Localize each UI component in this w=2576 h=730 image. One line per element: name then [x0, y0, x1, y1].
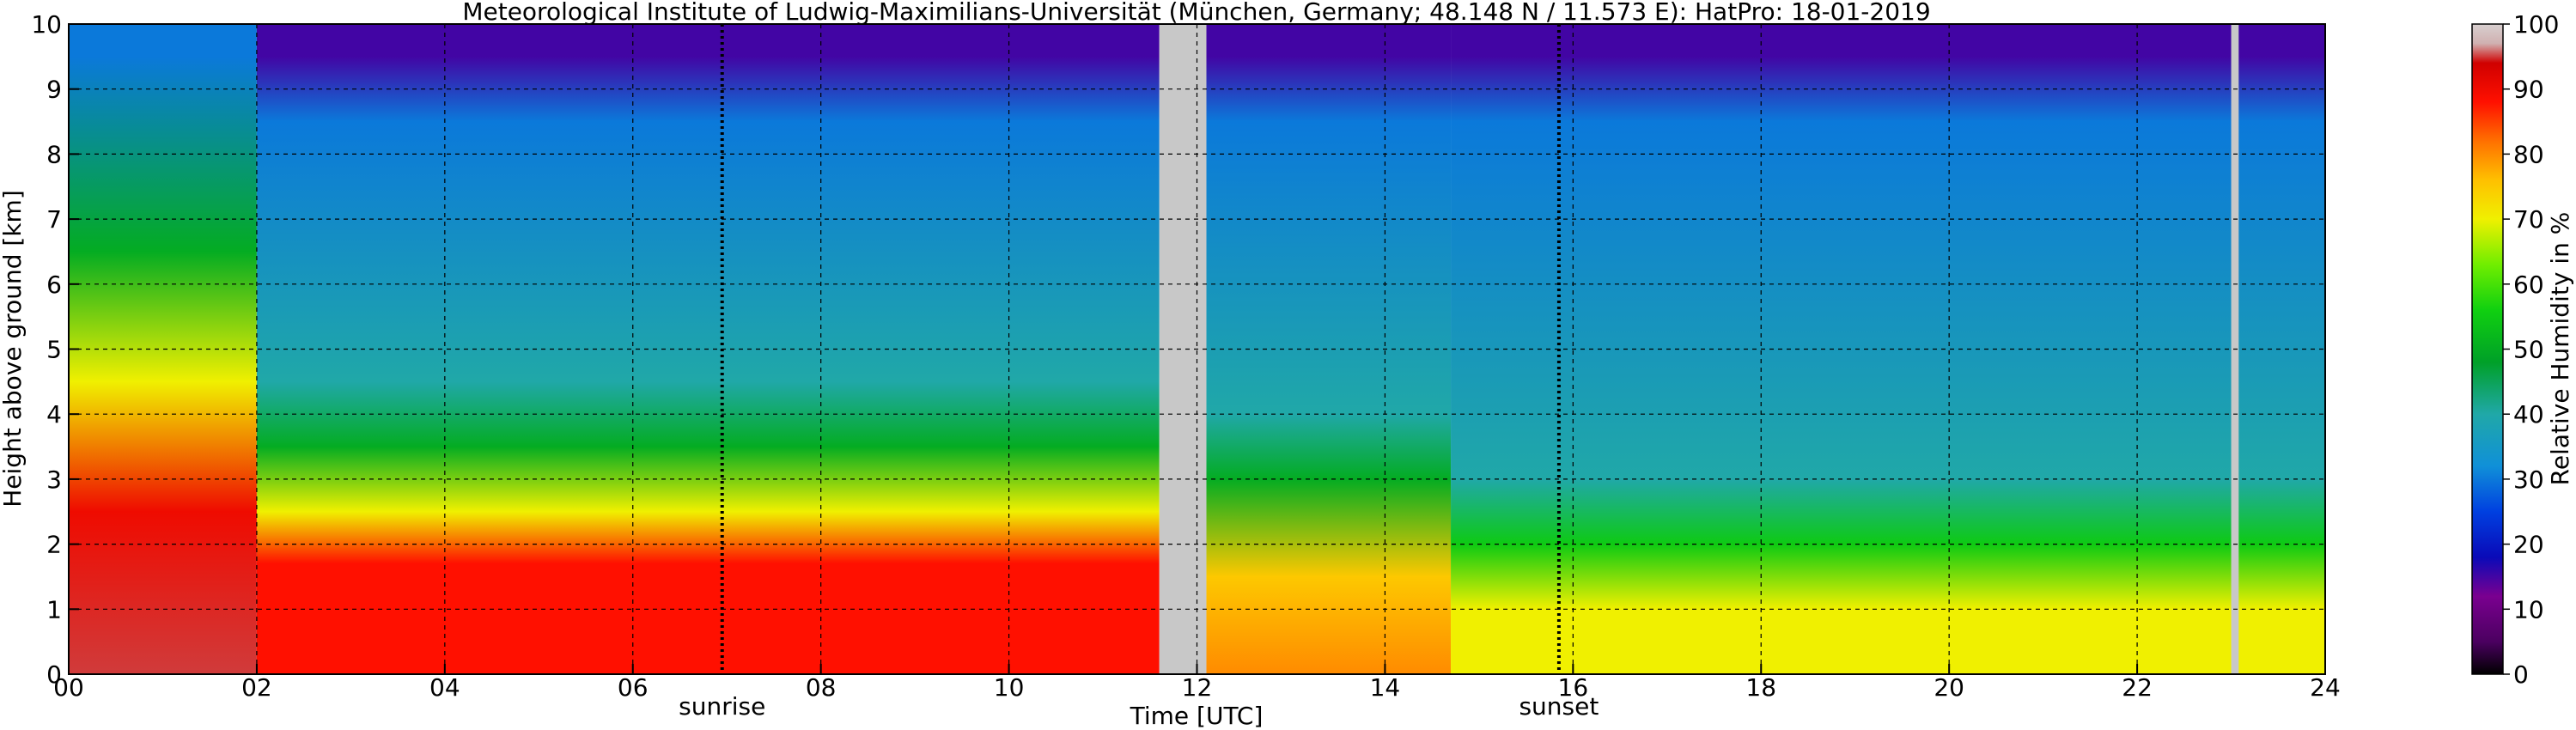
- colorbar-tick-label: 0: [2513, 660, 2529, 689]
- colorbar-tick-label: 80: [2513, 140, 2544, 168]
- colorbar-tick-label: 90: [2513, 76, 2544, 104]
- y-tick-label: 3: [46, 465, 62, 494]
- y-tick-label: 8: [46, 140, 62, 168]
- y-tick-label: 7: [46, 205, 62, 234]
- x-tick-label: 02: [241, 673, 272, 702]
- x-tick-label: 00: [53, 673, 84, 702]
- y-tick-label: 9: [46, 76, 62, 104]
- x-tick-label: 14: [1370, 673, 1401, 702]
- y-tick-label: 4: [46, 400, 62, 429]
- y-axis-label: Height above ground [km]: [0, 190, 27, 508]
- colorbar-ticks: 0 10 20 30 40 50 60 70 80 90 100: [2503, 10, 2559, 689]
- x-axis-label: Time [UTC]: [1130, 702, 1264, 730]
- colorbar-tick-label: 20: [2513, 531, 2544, 559]
- colorbar-tick-label: 100: [2513, 10, 2559, 39]
- sun-event-lines: [720, 24, 1561, 674]
- colorbar-tick-label: 40: [2513, 400, 2544, 429]
- x-tick-label: 24: [2310, 673, 2341, 702]
- colorbar: [2471, 23, 2504, 675]
- sunrise-label: sunrise: [679, 692, 765, 721]
- x-tick-label: 22: [2122, 673, 2153, 702]
- grid-lines: [69, 24, 2325, 674]
- x-tick-label: 20: [1934, 673, 1964, 702]
- y-tick-label: 1: [46, 595, 62, 624]
- colorbar-label: Relative Humidity in %: [2546, 212, 2574, 486]
- y-tick-label: 10: [31, 10, 62, 39]
- x-tick-label: 06: [618, 673, 649, 702]
- colorbar-tick-label: 50: [2513, 336, 2544, 364]
- colorbar-tick-label: 70: [2513, 205, 2544, 234]
- y-tick-label: 5: [46, 336, 62, 364]
- rh-profile-segment: [1206, 24, 1452, 674]
- colorbar-tick-label: 60: [2513, 271, 2544, 299]
- x-tick-label: 16: [1558, 673, 1589, 702]
- rh-profile-segment: [1451, 24, 2325, 674]
- y-tick-label: 0: [46, 660, 62, 689]
- x-tick-label: 04: [429, 673, 460, 702]
- x-tick-label: 18: [1745, 673, 1776, 702]
- y-tick-label: 6: [46, 271, 62, 299]
- colorbar-tick-label: 30: [2513, 465, 2544, 494]
- x-tick-label: 12: [1182, 673, 1213, 702]
- x-tick-label: 08: [806, 673, 837, 702]
- sunset-label: sunset: [1519, 692, 1599, 721]
- chart-title: Meteorological Institute of Ludwig-Maxim…: [462, 0, 1930, 26]
- y-axis-ticks: 0 1 2 3 4 5 6 7 8 9 10: [31, 10, 79, 689]
- y-tick-label: 2: [46, 531, 62, 559]
- missing-data-band: [1159, 24, 1207, 674]
- x-tick-label: 10: [994, 673, 1025, 702]
- x-axis-ticks: 00 02 04 06 08 10 12 14 16 18 20 22 24: [53, 664, 2341, 702]
- colorbar-tick-label: 10: [2513, 595, 2544, 624]
